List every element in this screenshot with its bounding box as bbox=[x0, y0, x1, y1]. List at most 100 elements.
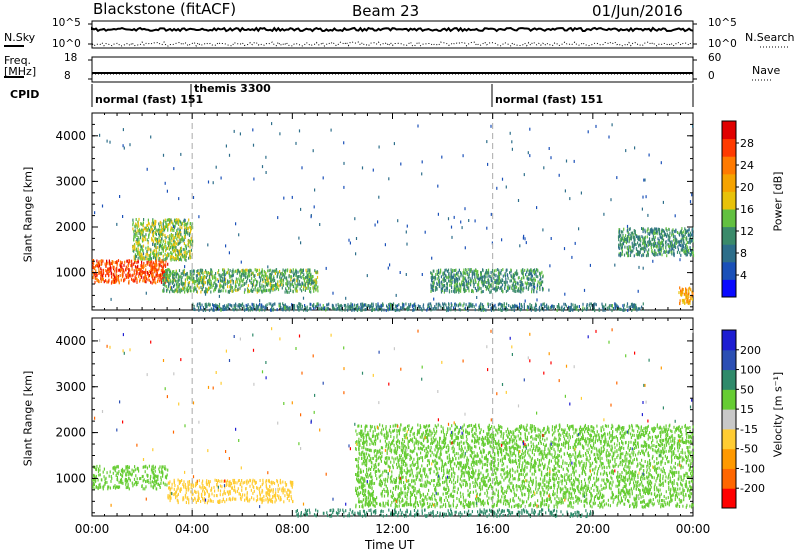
radar-cell bbox=[269, 276, 271, 280]
radar-cell bbox=[485, 308, 487, 312]
radar-cell bbox=[171, 270, 174, 274]
radar-cell bbox=[267, 278, 269, 282]
radar-cell bbox=[171, 252, 173, 256]
radar-cell bbox=[222, 276, 224, 280]
radar-cell bbox=[176, 249, 178, 253]
radar-cell bbox=[121, 271, 124, 275]
radar-cell bbox=[314, 284, 316, 288]
radar-cell bbox=[117, 485, 119, 489]
radar-cell bbox=[174, 250, 176, 254]
radar-cell bbox=[137, 467, 139, 471]
radar-cell bbox=[275, 498, 277, 502]
radar-cell bbox=[197, 270, 199, 274]
radar-cell bbox=[487, 162, 489, 166]
radar-cell bbox=[375, 303, 377, 307]
radar-cell bbox=[121, 474, 123, 478]
radar-cell bbox=[337, 307, 339, 311]
radar-cell bbox=[166, 274, 168, 278]
radar-cell bbox=[123, 263, 125, 267]
radar-cell bbox=[598, 307, 600, 311]
radar-cell bbox=[143, 261, 145, 265]
radar-cell bbox=[511, 284, 513, 287]
radar-cell bbox=[620, 307, 622, 311]
radar-cell bbox=[450, 306, 452, 310]
radar-cell bbox=[442, 271, 444, 275]
radar-cell bbox=[244, 272, 246, 276]
radar-cell bbox=[549, 264, 551, 268]
radar-cell bbox=[173, 246, 175, 249]
radar-cell bbox=[217, 289, 220, 293]
radar-cell bbox=[619, 240, 621, 244]
radar-cell bbox=[277, 280, 279, 284]
radar-cell bbox=[179, 247, 182, 251]
radar-cell bbox=[638, 244, 640, 247]
radar-cell bbox=[190, 274, 192, 278]
radar-cell bbox=[145, 233, 147, 237]
radar-cell bbox=[246, 277, 249, 281]
radar-cell bbox=[620, 246, 622, 250]
radar-cell bbox=[435, 307, 437, 311]
radar-cell bbox=[133, 249, 135, 253]
radar-cell bbox=[219, 285, 221, 289]
radar-cell bbox=[210, 499, 212, 503]
radar-cell bbox=[173, 226, 176, 230]
radar-cell bbox=[651, 249, 653, 252]
radar-cell bbox=[283, 196, 285, 200]
radar-cell bbox=[650, 240, 652, 244]
radar-cell bbox=[453, 273, 455, 277]
radar-cell bbox=[274, 302, 276, 306]
radar-cell bbox=[150, 257, 152, 261]
radar-cell bbox=[445, 279, 447, 282]
radar-cell bbox=[488, 271, 490, 275]
radar-cell bbox=[224, 277, 227, 281]
radar-cell bbox=[207, 282, 209, 286]
radar-cell bbox=[160, 232, 162, 236]
radar-cell bbox=[175, 232, 177, 235]
radar-cell bbox=[161, 465, 163, 469]
radar-cell bbox=[195, 280, 197, 283]
radar-cell bbox=[690, 296, 692, 300]
radar-cell bbox=[605, 303, 607, 307]
radar-cell bbox=[176, 234, 178, 238]
radar-cell bbox=[284, 269, 286, 273]
radar-cell bbox=[588, 303, 590, 307]
radar-cell bbox=[687, 229, 689, 233]
radar-cell bbox=[692, 239, 694, 243]
radar-cell bbox=[162, 465, 164, 469]
radar-cell bbox=[116, 465, 118, 469]
radar-cell bbox=[458, 308, 460, 312]
radar-cell bbox=[673, 254, 675, 258]
radar-cell bbox=[314, 286, 316, 290]
radar-cell bbox=[142, 479, 144, 483]
radar-cell bbox=[176, 253, 178, 257]
radar-cell bbox=[168, 244, 170, 248]
radar-cell bbox=[265, 276, 267, 280]
radar-cell bbox=[427, 303, 429, 307]
radar-cell bbox=[590, 302, 592, 306]
radar-cell bbox=[217, 278, 219, 282]
radar-cell bbox=[627, 230, 629, 234]
radar-cell bbox=[263, 269, 265, 273]
radar-cell bbox=[259, 492, 261, 496]
radar-cell bbox=[133, 237, 135, 241]
radar-cell bbox=[137, 481, 139, 485]
radar-cell bbox=[539, 281, 541, 285]
radar-cell bbox=[240, 278, 242, 282]
radar-cell bbox=[186, 271, 188, 275]
radar-cell bbox=[560, 306, 562, 310]
radar-cell bbox=[238, 277, 240, 281]
radar-cell bbox=[214, 274, 216, 278]
radar-cell bbox=[139, 268, 141, 272]
radar-cell bbox=[165, 245, 167, 249]
radar-cell bbox=[145, 464, 147, 468]
radar-cell bbox=[132, 223, 134, 227]
radar-cell bbox=[180, 488, 182, 492]
radar-cell bbox=[286, 492, 288, 496]
radar-cell bbox=[276, 274, 278, 278]
radar-cell bbox=[443, 280, 445, 283]
radar-cell bbox=[161, 268, 163, 272]
radar-cell bbox=[117, 278, 119, 282]
radar-cell bbox=[248, 480, 250, 484]
radar-cell bbox=[375, 305, 377, 309]
radar-cell bbox=[459, 271, 462, 275]
